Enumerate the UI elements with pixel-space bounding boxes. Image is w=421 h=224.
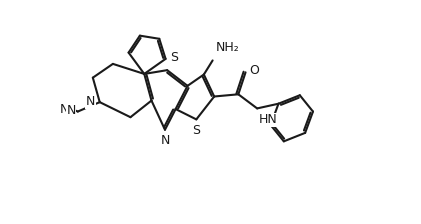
Text: N: N: [85, 95, 95, 108]
Text: S: S: [192, 124, 200, 137]
Text: N: N: [160, 134, 170, 146]
Text: HN: HN: [259, 113, 277, 126]
Text: N: N: [67, 104, 76, 117]
Text: N: N: [60, 103, 69, 116]
Text: S: S: [171, 51, 179, 64]
Text: NH₂: NH₂: [216, 41, 240, 54]
Text: N: N: [86, 96, 95, 109]
Text: O: O: [249, 64, 259, 77]
